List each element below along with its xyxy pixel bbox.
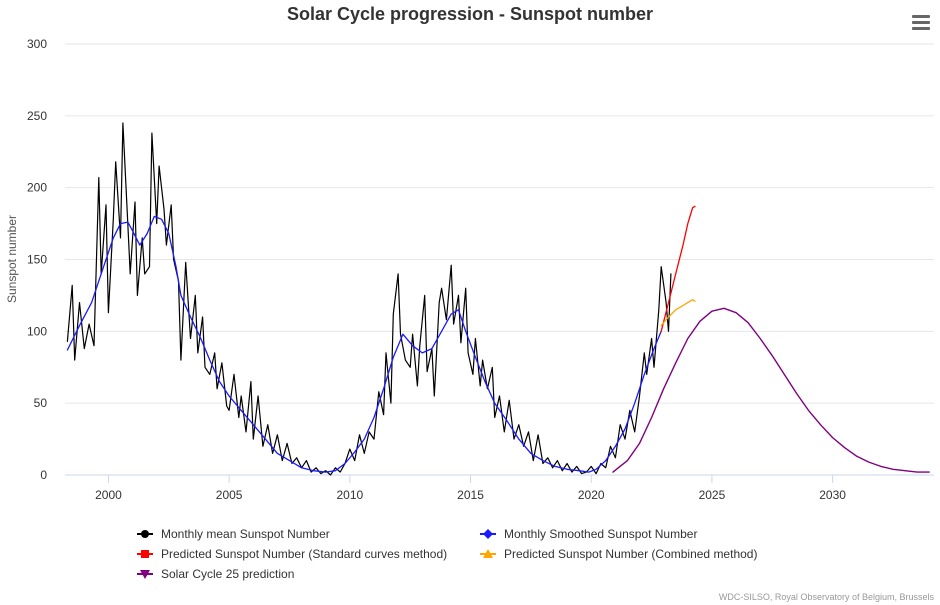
y-axis-label: Sunspot number xyxy=(5,215,19,303)
y-tick-label: 150 xyxy=(27,253,47,267)
series-line-3[interactable] xyxy=(660,205,696,332)
series-line-2[interactable] xyxy=(66,215,662,473)
x-tick-label: 2005 xyxy=(216,488,243,502)
x-tick-label: 2030 xyxy=(819,488,846,502)
chart-menu-button[interactable] xyxy=(908,10,934,34)
x-tick-label: 2000 xyxy=(95,488,122,502)
legend-marker-triangle-icon xyxy=(483,549,493,558)
y-tick-label: 50 xyxy=(34,396,48,410)
legend-marker-square-icon xyxy=(141,550,149,558)
legend-label: Solar Cycle 25 prediction xyxy=(161,567,294,581)
legend-item-4[interactable]: Predicted Sunspot Number (Combined metho… xyxy=(480,547,757,561)
legend-marker-diamond-icon xyxy=(483,529,493,539)
legend-item-2[interactable]: Monthly Smoothed Sunspot Number xyxy=(480,527,697,541)
y-tick-label: 300 xyxy=(27,37,47,51)
legend-item-5[interactable]: Solar Cycle 25 prediction xyxy=(137,567,294,581)
x-axis-ticks: 2000 2005 2010 2015 2020 2025 2030 xyxy=(95,475,846,502)
x-tick-label: 2010 xyxy=(336,488,363,502)
series-line-5[interactable] xyxy=(612,307,930,473)
series-line-4[interactable] xyxy=(660,299,696,327)
x-tick-label: 2015 xyxy=(457,488,484,502)
legend-label: Predicted Sunspot Number (Combined metho… xyxy=(504,547,757,561)
series-lines xyxy=(66,122,930,476)
legend-label: Monthly Smoothed Sunspot Number xyxy=(504,527,697,541)
y-tick-label: 0 xyxy=(40,468,47,482)
legend-marker-triangle-down-icon xyxy=(140,570,150,579)
chart-credits: WDC-SILSO, Royal Observatory of Belgium,… xyxy=(719,592,935,602)
y-axis-ticks: 0 50 100 150 200 250 300 xyxy=(27,37,47,482)
y-tick-label: 200 xyxy=(27,181,47,195)
legend-marker-circle-icon xyxy=(141,530,149,538)
y-tick-label: 100 xyxy=(27,324,47,338)
grid-lines xyxy=(65,43,934,476)
x-tick-label: 2020 xyxy=(578,488,605,502)
legend-item-1[interactable]: Monthly mean Sunspot Number xyxy=(137,527,330,541)
chart-title: Solar Cycle progression - Sunspot number xyxy=(287,4,653,24)
legend: Monthly mean Sunspot Number Monthly Smoot… xyxy=(137,527,757,581)
legend-label: Predicted Sunspot Number (Standard curve… xyxy=(161,547,447,561)
x-tick-label: 2025 xyxy=(699,488,726,502)
legend-label: Monthly mean Sunspot Number xyxy=(161,527,330,541)
hamburger-menu-icon[interactable] xyxy=(912,15,930,30)
y-tick-label: 250 xyxy=(27,109,47,123)
legend-item-3[interactable]: Predicted Sunspot Number (Standard curve… xyxy=(137,547,447,561)
series-line-1[interactable] xyxy=(66,122,672,476)
